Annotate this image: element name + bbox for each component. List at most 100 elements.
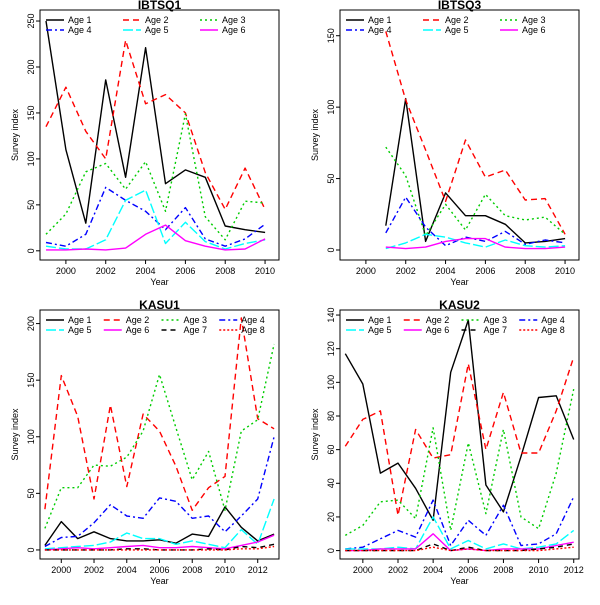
series-line-age-4: [45, 186, 266, 247]
series-line-age-7: [44, 543, 275, 551]
panel-kasu2: KASU2 2000 2002 2004 2006 2008 2010 2012 0 20 40 60…: [310, 298, 584, 586]
series-line-age-1: [44, 506, 275, 546]
x-tick-label: 2002: [96, 266, 116, 276]
legend-label: Age 6: [426, 325, 450, 335]
x-tick-label: 2000: [356, 266, 376, 276]
series-line-age-7: [345, 543, 574, 552]
x-axis-label: Year: [150, 277, 168, 287]
series-line-age-5: [345, 516, 575, 550]
legend-label: Age 5: [445, 25, 469, 35]
x-tick-label: 2006: [458, 565, 478, 575]
series-line-age-6: [46, 224, 266, 251]
legend-label: Age 1: [368, 15, 392, 25]
x-tick-label: 2000: [51, 565, 71, 575]
chart-title: IBTSQ3: [438, 0, 482, 12]
legend-label: Age 6: [522, 25, 546, 35]
series-line-age-5: [45, 189, 266, 250]
y-tick-label: 0: [326, 247, 336, 252]
legend-label: Age 3: [484, 315, 508, 325]
y-tick-label: 0: [326, 548, 336, 553]
series-line-age-2: [44, 317, 275, 511]
x-tick-label: 2008: [215, 266, 235, 276]
series-line-age-1: [45, 20, 266, 234]
legend-label: Age 4: [68, 25, 92, 35]
y-tick-label: 100: [326, 375, 336, 390]
y-tick-label: 100: [26, 151, 36, 166]
x-tick-label: 2004: [436, 266, 456, 276]
series-line-age-4: [44, 436, 275, 548]
y-tick-label: 140: [326, 308, 336, 323]
y-axis-label: Survey index: [10, 108, 20, 161]
x-tick-label: 2004: [136, 266, 156, 276]
legend-label: Age 3: [184, 315, 208, 325]
y-tick-label: 250: [26, 14, 36, 29]
x-tick-label: 2008: [182, 565, 202, 575]
chart-title: KASU2: [439, 298, 480, 312]
series-line-age-2: [344, 356, 575, 516]
y-tick-label: 120: [326, 341, 336, 356]
legend-label: Age 5: [145, 25, 169, 35]
x-tick-label: 2008: [493, 565, 513, 575]
plot-frame: [39, 309, 280, 560]
series-line-age-2: [45, 39, 266, 211]
x-tick-label: 2008: [515, 266, 535, 276]
legend-label: Age 7: [484, 325, 508, 335]
y-tick-label: 200: [26, 59, 36, 74]
y-tick-label: 100: [326, 100, 336, 115]
series-line-age-6: [345, 533, 574, 552]
y-tick-label: 60: [326, 445, 336, 455]
y-tick-label: 50: [26, 200, 36, 210]
y-tick-label: 0: [26, 547, 36, 552]
y-tick-label: 50: [326, 174, 336, 184]
series-line-age-1: [344, 319, 575, 521]
x-axis-label: Year: [150, 576, 168, 586]
series-line-age-6: [44, 534, 275, 551]
legend-label: Age 6: [126, 325, 150, 335]
x-tick-label: 2006: [475, 266, 495, 276]
x-tick-label: 2002: [84, 565, 104, 575]
chart-title: KASU1: [139, 298, 180, 312]
legend-label: Age 2: [426, 315, 450, 325]
legend-label: Age 8: [541, 325, 565, 335]
series-line-age-6: [385, 237, 566, 250]
y-tick-label: 100: [26, 429, 36, 444]
x-tick-label: 2002: [396, 266, 416, 276]
series-line-age-3: [44, 343, 275, 529]
legend-label: Age 1: [68, 315, 92, 325]
y-tick-label: 200: [26, 316, 36, 331]
y-tick-label: 150: [26, 373, 36, 388]
legend-label: Age 2: [126, 315, 150, 325]
legend-label: Age 4: [368, 25, 392, 35]
legend-label: Age 7: [184, 325, 208, 335]
series-line-age-2: [385, 31, 566, 235]
y-tick-label: 20: [326, 512, 336, 522]
legend-label: Age 1: [68, 15, 92, 25]
series-line-age-5: [385, 233, 566, 250]
plot-frame: [39, 9, 280, 261]
y-axis-label: Survey index: [10, 408, 20, 461]
y-axis-label: Survey index: [310, 408, 320, 461]
legend-label: Age 8: [241, 325, 265, 335]
x-tick-label: 2004: [423, 565, 443, 575]
x-tick-label: 2006: [175, 266, 195, 276]
plot-frame: [339, 309, 580, 560]
x-tick-label: 2010: [215, 565, 235, 575]
legend-label: Age 4: [541, 315, 565, 325]
legend-label: Age 4: [241, 315, 265, 325]
y-tick-label: 0: [26, 248, 36, 253]
x-tick-label: 2012: [564, 565, 584, 575]
legend-label: Age 3: [522, 15, 546, 25]
legend-label: Age 6: [222, 25, 246, 35]
y-tick-label: 80: [326, 411, 336, 421]
x-tick-label: 2006: [149, 565, 169, 575]
panel-ibtsq1: IBTSQ1 2000 2002 2004 2006 2008 2010 0 50 100 150 2…: [10, 0, 280, 287]
legend-label: Age 2: [445, 15, 469, 25]
x-tick-label: 2010: [529, 565, 549, 575]
legend-label: Age 5: [368, 325, 392, 335]
x-tick-label: 2002: [388, 565, 408, 575]
panel-ibtsq3: IBTSQ3 2000 2002 2004 2006 2008 2010 0 50 100 150 Y…: [310, 0, 580, 287]
legend-label: Age 3: [222, 15, 246, 25]
series-line-age-5: [44, 498, 275, 550]
